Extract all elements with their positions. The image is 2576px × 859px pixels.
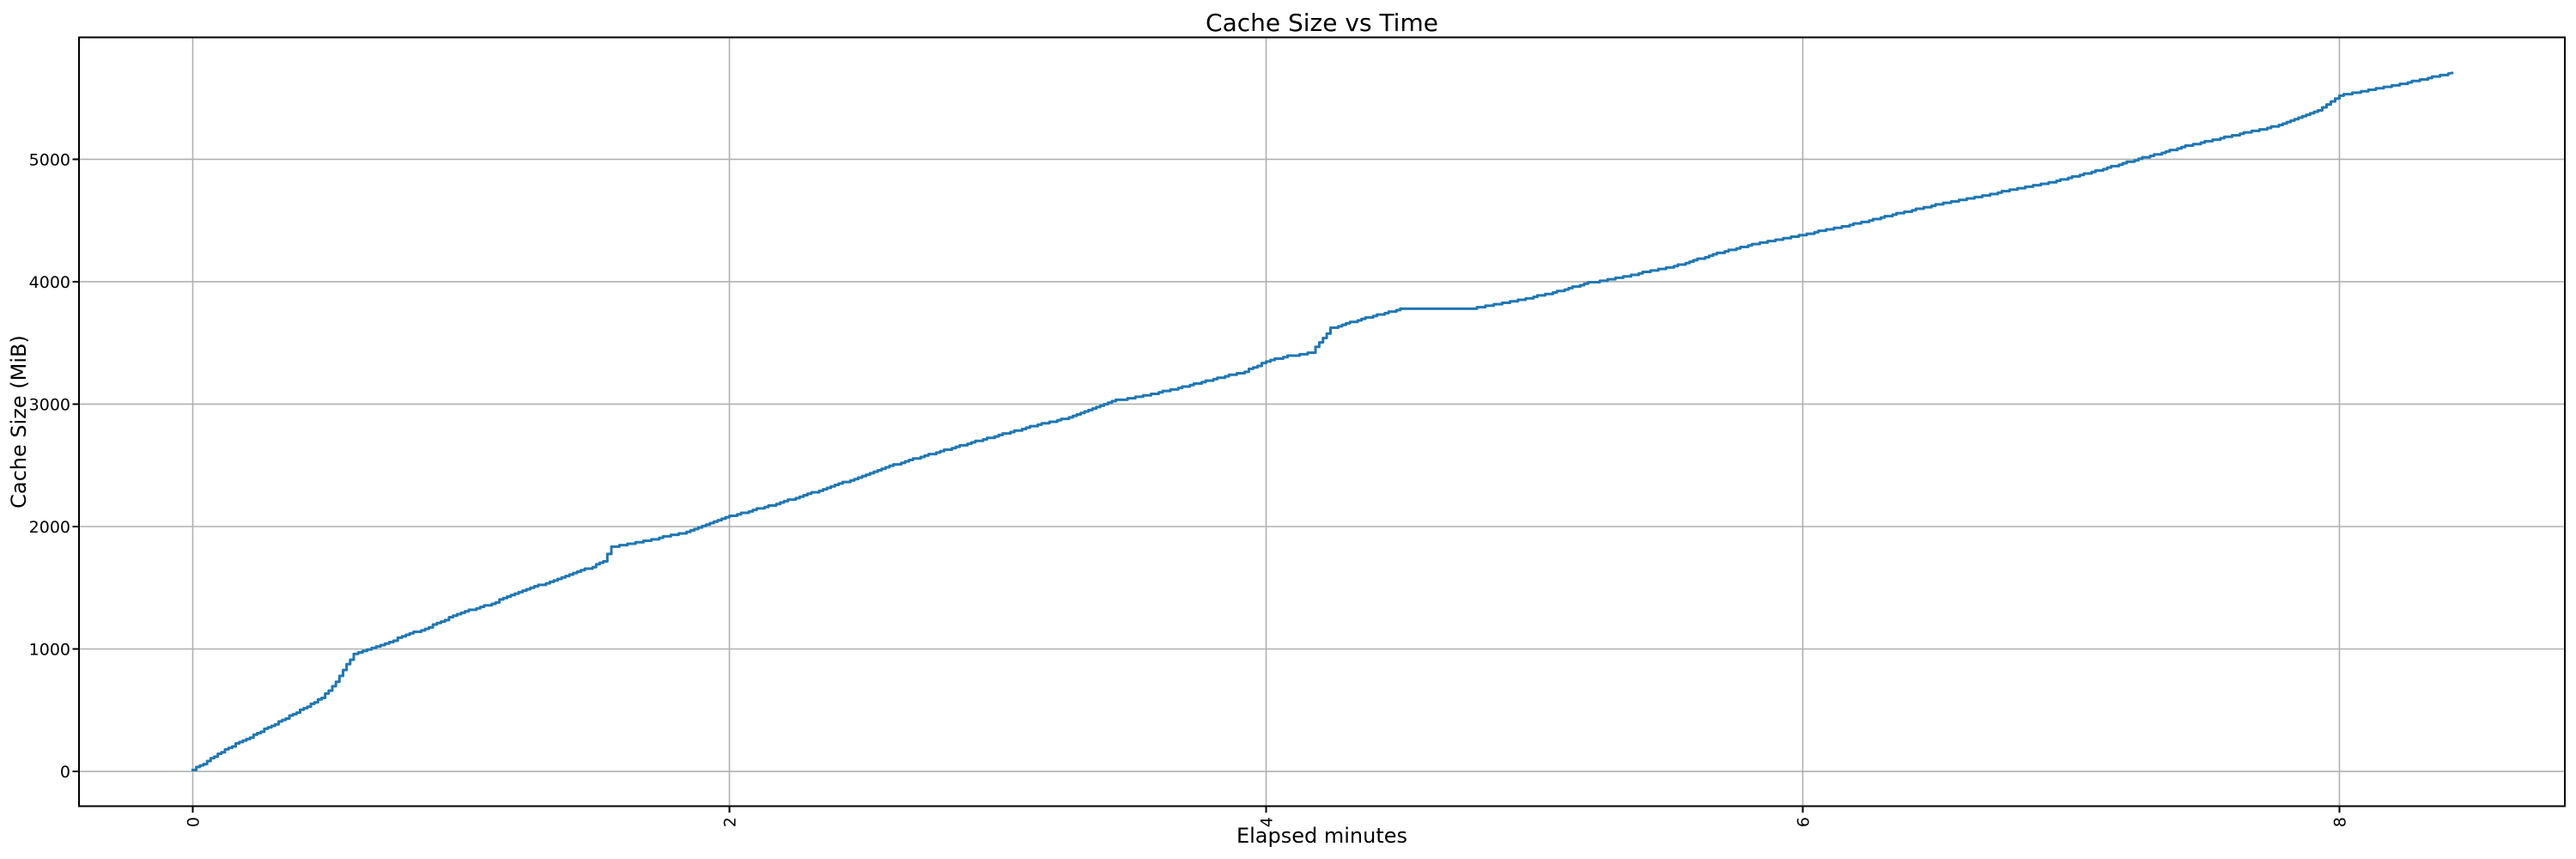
y-tick-label: 0	[60, 763, 70, 782]
x-tick-label: 2	[721, 817, 740, 827]
x-tick-label: 0	[185, 817, 204, 827]
x-tick-label: 8	[2331, 817, 2350, 827]
grid-layer	[79, 37, 2565, 807]
tick-layer	[72, 158, 2341, 813]
x-tick-label: 4	[1258, 817, 1277, 827]
chart-title: Cache Size vs Time	[1206, 9, 1438, 37]
y-tick-label: 3000	[29, 395, 70, 414]
y-tick-label: 1000	[29, 641, 70, 660]
cache-size-line	[191, 71, 2454, 771]
x-axis-label: Elapsed minutes	[1236, 824, 1407, 848]
x-tick-label: 6	[1795, 817, 1814, 827]
plot-border	[78, 36, 2566, 807]
y-tick-label: 2000	[29, 518, 70, 537]
y-axis-label: Cache Size (MiB)	[7, 335, 31, 509]
tick-label-layer: 0 2 4 6 8 0 1000 2000 3000 4000 5000	[29, 150, 2350, 827]
y-tick-label: 4000	[29, 273, 70, 292]
y-tick-label: 5000	[29, 150, 70, 169]
